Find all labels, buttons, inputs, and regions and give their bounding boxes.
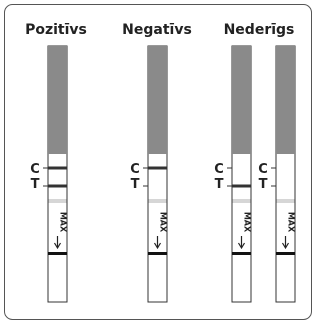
strip-band <box>233 199 251 203</box>
diagram: Pozitīvs Negatīvs Nederīgs CTMAXCTMAXCTM… <box>0 0 316 324</box>
max-line <box>148 252 167 255</box>
max-line <box>276 252 295 255</box>
t-label: T <box>131 177 140 192</box>
c-label: C <box>30 162 40 177</box>
c-line <box>48 167 67 170</box>
header: Negatīvs <box>122 22 192 38</box>
strip-band <box>277 199 295 203</box>
t-line <box>48 185 67 188</box>
max-line <box>48 252 67 255</box>
strip-pad <box>232 46 251 154</box>
max-label: MAX <box>243 212 252 233</box>
header: Nederīgs <box>224 22 295 38</box>
c-label: C <box>130 162 140 177</box>
c-label: C <box>214 162 224 177</box>
max-label: MAX <box>59 212 68 233</box>
strip-pad <box>48 46 67 154</box>
t-line <box>232 185 251 188</box>
strip-band <box>149 199 167 203</box>
max-line <box>232 252 251 255</box>
c-line <box>148 167 167 170</box>
strip-pad <box>276 46 295 154</box>
strip-band <box>49 199 67 203</box>
max-label: MAX <box>159 212 168 233</box>
strip-pad <box>148 46 167 154</box>
t-label: T <box>259 177 268 192</box>
c-label: C <box>258 162 268 177</box>
t-label: T <box>215 177 224 192</box>
t-label: T <box>31 177 40 192</box>
max-label: MAX <box>287 212 296 233</box>
header: Pozitīvs <box>25 22 87 38</box>
